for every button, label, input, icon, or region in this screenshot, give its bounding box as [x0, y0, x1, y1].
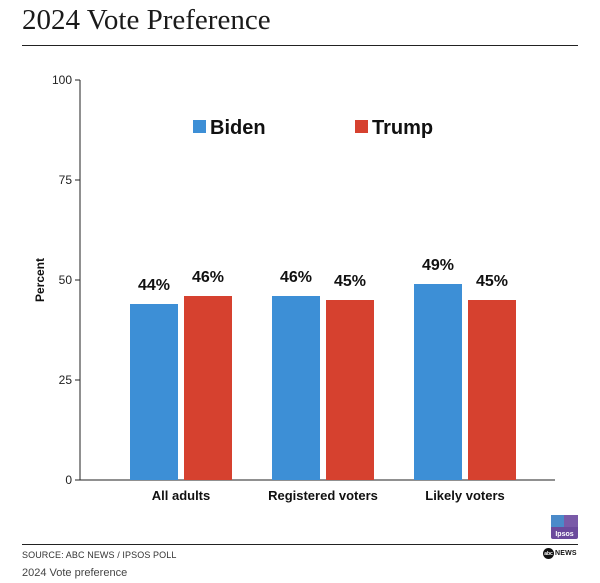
source-note: SOURCE: ABC NEWS / IPSOS POLL [22, 550, 177, 560]
abc-logo-text: NEWS [555, 550, 577, 557]
abc-news-logo: abc NEWS [543, 548, 577, 559]
y-tick-label: 50 [59, 273, 73, 287]
legend-label-biden: Biden [210, 117, 266, 139]
bar-value-label: 45% [476, 273, 508, 290]
legend-label-trump: Trump [372, 117, 433, 139]
bar-biden [414, 284, 462, 480]
bar-chart: 0 25 50 75 100 Percent Biden Trump 44% 46% All adu… [33, 73, 555, 503]
bar-value-label: 46% [192, 269, 224, 286]
bar-value-label: 49% [422, 257, 454, 274]
bar-trump [184, 296, 232, 480]
bar-trump [468, 300, 516, 480]
footer-divider [22, 544, 578, 545]
image-caption: 2024 Vote preference [22, 567, 128, 579]
y-tick-label: 25 [59, 373, 73, 387]
ipsos-logo-tile [551, 515, 564, 527]
page-title: 2024 Vote Preference [22, 4, 271, 36]
y-axis-title: Percent [33, 258, 47, 302]
x-category-label: Likely voters [425, 488, 505, 503]
title-divider [22, 45, 578, 46]
ipsos-logo-tile [564, 515, 578, 527]
y-tick-label: 0 [65, 473, 72, 487]
legend-swatch-biden [193, 120, 206, 133]
bar-value-label: 45% [334, 273, 366, 290]
bar-biden [130, 304, 178, 480]
abc-logo-mark: abc [543, 548, 554, 559]
ipsos-logo: Ipsos [551, 515, 578, 539]
y-tick-label: 75 [59, 173, 73, 187]
x-category-label: All adults [152, 488, 211, 503]
bar-biden [272, 296, 320, 480]
x-category-label: Registered voters [268, 488, 378, 503]
legend-swatch-trump [355, 120, 368, 133]
y-tick-label: 100 [52, 73, 72, 87]
bar-trump [326, 300, 374, 480]
bar-value-label: 44% [138, 277, 170, 294]
bar-value-label: 46% [280, 269, 312, 286]
ipsos-logo-text: Ipsos [555, 531, 574, 538]
